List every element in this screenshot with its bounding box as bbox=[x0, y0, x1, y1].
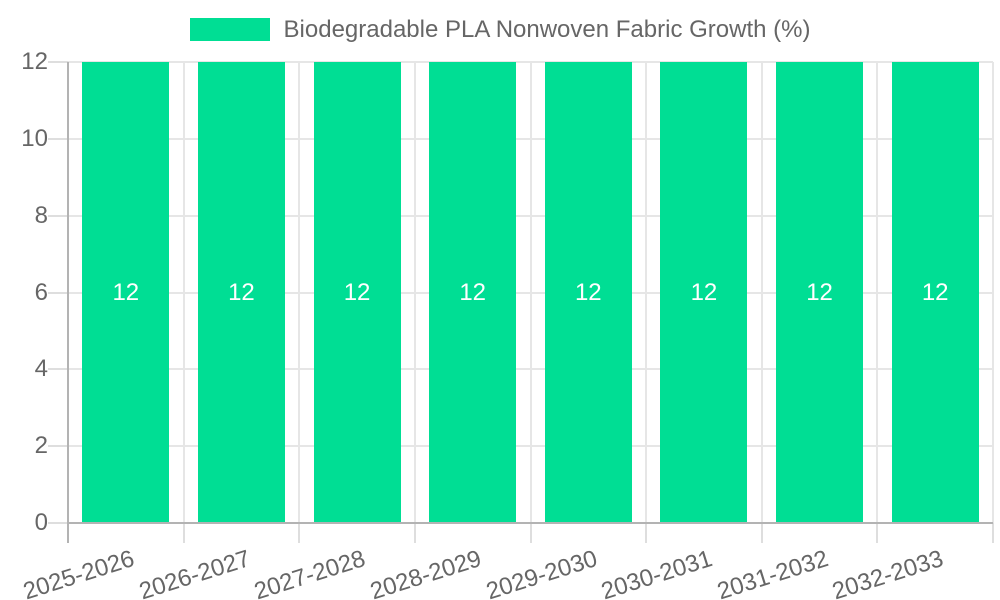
x-gridline bbox=[298, 62, 301, 523]
y-tick-mark bbox=[48, 137, 68, 140]
x-tick-mark bbox=[182, 523, 185, 543]
x-tick-mark bbox=[529, 523, 532, 543]
bar[interactable] bbox=[429, 62, 517, 523]
y-tick-mark bbox=[48, 368, 68, 371]
legend[interactable]: Biodegradable PLA Nonwoven Fabric Growth… bbox=[0, 16, 1000, 43]
bar[interactable] bbox=[660, 62, 748, 523]
y-axis-label: 10 bbox=[21, 124, 48, 152]
bar[interactable] bbox=[544, 62, 632, 523]
x-axis-line bbox=[68, 522, 993, 524]
x-tick-mark bbox=[67, 523, 69, 543]
y-tick-mark bbox=[48, 445, 68, 448]
y-axis-line bbox=[67, 62, 69, 523]
x-axis-label: 2026-2027 bbox=[135, 545, 254, 600]
x-tick-mark bbox=[876, 523, 879, 543]
y-axis-label: 2 bbox=[34, 432, 48, 460]
bar[interactable] bbox=[82, 62, 170, 523]
bar-value-label: 12 bbox=[228, 278, 255, 306]
bar-value-label: 12 bbox=[806, 278, 833, 306]
x-axis-label: 2028-2029 bbox=[366, 545, 485, 600]
x-axis-label: 2025-2026 bbox=[20, 545, 138, 600]
y-axis-label: 4 bbox=[34, 355, 48, 383]
y-tick-mark bbox=[48, 291, 68, 294]
y-tick-mark bbox=[48, 61, 68, 63]
y-axis-label: 6 bbox=[34, 278, 48, 306]
bar-value-label: 12 bbox=[574, 278, 602, 306]
legend-swatch bbox=[189, 18, 270, 41]
bar-value-label: 12 bbox=[459, 278, 487, 306]
x-gridline bbox=[182, 62, 185, 523]
x-gridline bbox=[413, 62, 416, 523]
x-axis-label: 2031-2032 bbox=[713, 545, 832, 600]
x-gridline bbox=[992, 62, 994, 523]
x-axis-label: 2030-2031 bbox=[598, 545, 716, 600]
x-gridline bbox=[529, 62, 532, 523]
bar[interactable] bbox=[313, 62, 401, 523]
bar[interactable] bbox=[891, 62, 979, 523]
x-tick-mark bbox=[645, 523, 648, 543]
x-tick-mark bbox=[760, 523, 763, 543]
x-axis-label: 2032-2033 bbox=[829, 545, 948, 600]
x-gridline bbox=[876, 62, 879, 523]
y-axis-label: 8 bbox=[34, 201, 48, 229]
legend-label: Biodegradable PLA Nonwoven Fabric Growth… bbox=[283, 16, 811, 43]
y-axis-label: 0 bbox=[34, 509, 48, 536]
x-axis-label: 2029-2030 bbox=[482, 545, 601, 600]
bar-value-label: 12 bbox=[921, 278, 949, 306]
bar-value-label: 12 bbox=[343, 278, 371, 306]
bar-value-label: 12 bbox=[112, 278, 140, 306]
y-axis-label: 12 bbox=[21, 48, 48, 75]
x-gridline bbox=[760, 62, 763, 523]
x-tick-mark bbox=[992, 523, 994, 543]
y-tick-mark bbox=[48, 522, 68, 524]
x-tick-mark bbox=[298, 523, 301, 543]
x-gridline bbox=[645, 62, 648, 523]
x-tick-mark bbox=[413, 523, 416, 543]
x-axis-label: 2027-2028 bbox=[251, 545, 369, 600]
bar[interactable] bbox=[197, 62, 285, 523]
bar[interactable] bbox=[776, 62, 864, 523]
bar-value-label: 12 bbox=[690, 278, 718, 306]
y-tick-mark bbox=[48, 214, 68, 217]
